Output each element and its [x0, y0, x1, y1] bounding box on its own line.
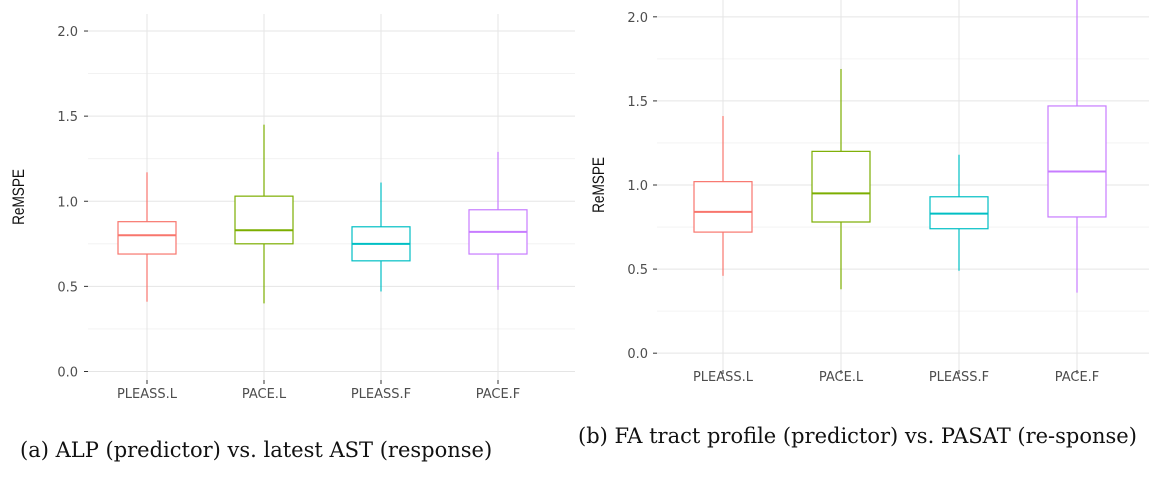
y-tick-label: 1.0	[57, 195, 78, 210]
box-body	[234, 195, 294, 245]
x-tick-label: PACE.F	[476, 387, 521, 402]
x-tick-label: PLEASS.F	[929, 370, 989, 385]
box-body	[117, 221, 177, 255]
y-axis-label: ReMSPE	[590, 157, 609, 213]
x-tick-label: PLEASS.F	[351, 387, 411, 402]
panel-a-boxplot: 0.0 0.5 1.0 1.5 2.0 ReMSPE PLEASS.L PACE.L PLEAS…	[10, 14, 575, 402]
box-body	[693, 181, 753, 233]
y-axis-label: ReMSPE	[10, 169, 29, 225]
x-tick-label: PLEASS.L	[117, 387, 178, 402]
y-tick-label: 1.5	[627, 95, 648, 110]
y-tick-label: 0.5	[627, 263, 648, 278]
y-tick-label: 0.0	[57, 365, 78, 380]
box-body	[1047, 105, 1107, 218]
y-tick-label: 2.0	[57, 25, 78, 40]
x-tick-label: PLEASS.L	[693, 370, 754, 385]
y-tick-label: 1.5	[57, 110, 78, 125]
box-body	[811, 150, 871, 223]
x-tick-label: PACE.L	[819, 370, 864, 385]
y-tick-label: 1.0	[627, 179, 648, 194]
y-tick-label: 0.5	[57, 280, 78, 295]
x-tick-label: PACE.L	[242, 387, 287, 402]
caption-b: (b) FA tract profile (predictor) vs. PAS…	[578, 424, 1137, 448]
x-tick-label: PACE.F	[1055, 370, 1100, 385]
panel-b-boxplot: 0.0 0.5 1.0 1.5 2.0 ReMSPE PLEASS.L PACE.L PLEAS…	[590, 0, 1149, 385]
y-tick-label: 2.0	[627, 11, 648, 26]
caption-a: (a) ALP (predictor) vs. latest AST (resp…	[20, 438, 493, 462]
y-tick-label: 0.0	[627, 347, 648, 362]
